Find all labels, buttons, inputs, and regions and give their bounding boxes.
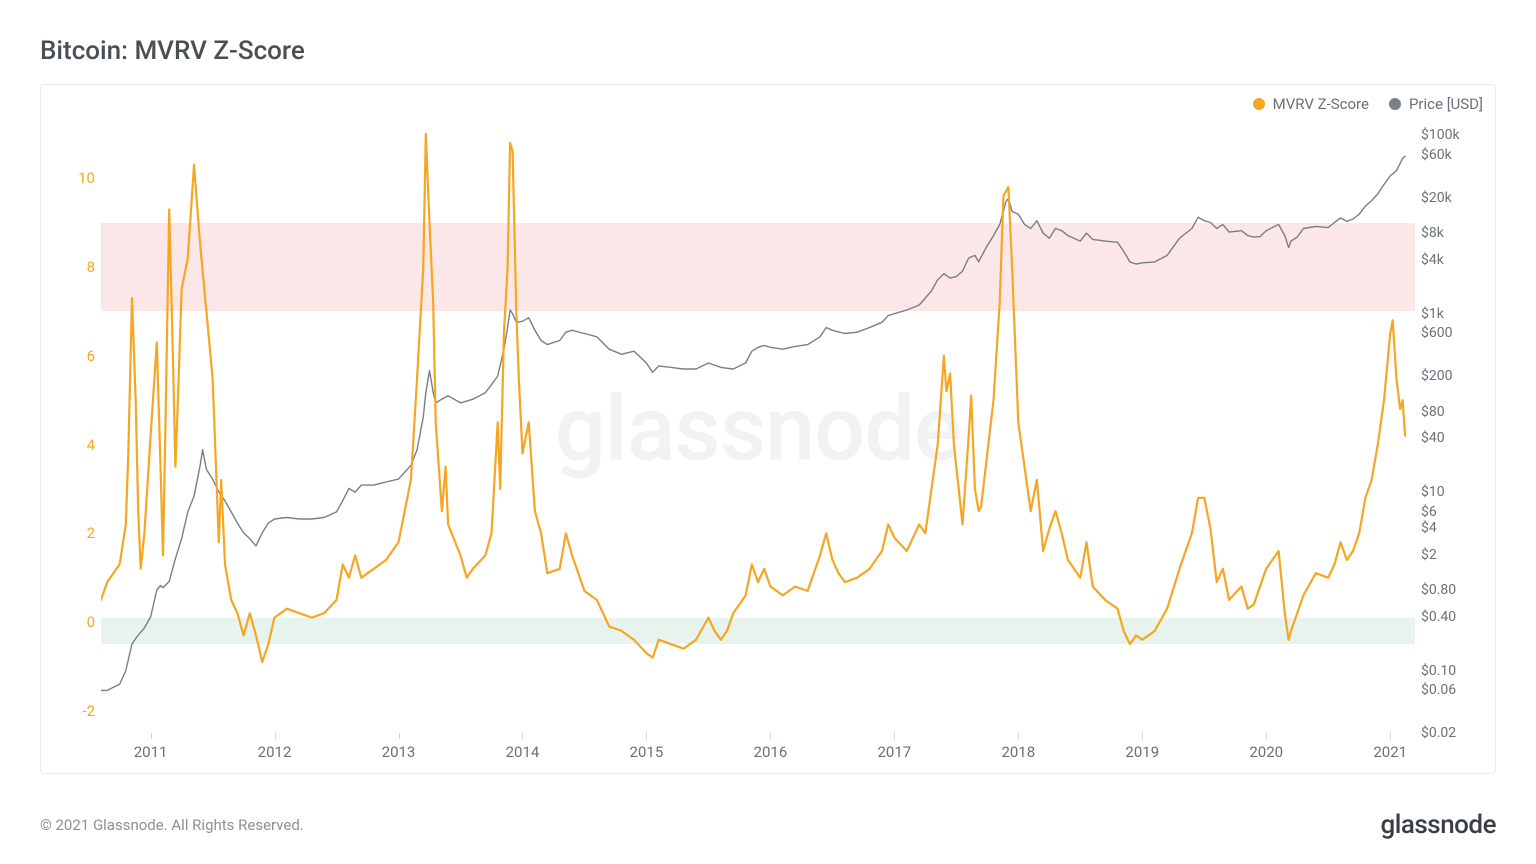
y-right-tick-label: $0.06: [1421, 682, 1489, 698]
chart-title: Bitcoin: MVRV Z-Score: [40, 36, 1496, 66]
y-right-tick-label: $40: [1421, 430, 1489, 446]
y-left-tick-label: -2: [55, 702, 95, 720]
y-right-tick-label: $0.10: [1421, 663, 1489, 679]
legend-label-price: Price [USD]: [1409, 95, 1483, 113]
x-tick-label: 2021: [1373, 743, 1407, 761]
x-tick-label: 2020: [1249, 743, 1283, 761]
x-tick-label: 2015: [630, 743, 664, 761]
y-right-tick-label: $20k: [1421, 190, 1489, 206]
x-tick-label: 2017: [877, 743, 911, 761]
legend-label-mvrv: MVRV Z-Score: [1273, 95, 1369, 113]
x-tick-label: 2016: [754, 743, 788, 761]
y-left-tick-label: 4: [55, 436, 95, 454]
y-right-tick-label: $6: [1421, 504, 1489, 520]
y-right-tick-label: $100k: [1421, 127, 1489, 143]
chart-container: MVRV Z-Score Price [USD] glassnode -2024…: [40, 84, 1496, 774]
x-tick-label: 2014: [506, 743, 540, 761]
x-tick-label: 2013: [382, 743, 416, 761]
x-tick-label: 2018: [1001, 743, 1035, 761]
brand-logo-text: glassnode: [1381, 810, 1496, 840]
y-right-tick-label: $0.80: [1421, 582, 1489, 598]
y-right-tick-label: $10: [1421, 484, 1489, 500]
y-left-tick-label: 8: [55, 258, 95, 276]
copyright-text: © 2021 Glassnode. All Rights Reserved.: [40, 816, 304, 834]
y-right-tick-label: $4: [1421, 520, 1489, 536]
y-left-tick-label: 0: [55, 613, 95, 631]
x-tick-label: 2012: [258, 743, 292, 761]
chart-legend: MVRV Z-Score Price [USD]: [1253, 95, 1483, 113]
legend-dot-mvrv: [1253, 98, 1265, 110]
y-left-tick-label: 2: [55, 524, 95, 542]
x-tick-label: 2019: [1125, 743, 1159, 761]
y-right-tick-label: $0.40: [1421, 609, 1489, 625]
y-right-tick-label: $200: [1421, 368, 1489, 384]
legend-item-mvrv: MVRV Z-Score: [1253, 95, 1369, 113]
y-right-tick-label: $600: [1421, 325, 1489, 341]
y-right-tick-label: $80: [1421, 404, 1489, 420]
y-right-tick-label: $0.02: [1421, 725, 1489, 741]
chart-plot-area: glassnode -20246810$0.02$0.06$0.10$0.40$…: [101, 125, 1415, 733]
y-right-tick-label: $8k: [1421, 225, 1489, 241]
y-right-tick-label: $1k: [1421, 306, 1489, 322]
x-tick-label: 2011: [134, 743, 168, 761]
y-left-tick-label: 10: [55, 169, 95, 187]
y-right-tick-label: $60k: [1421, 147, 1489, 163]
legend-dot-price: [1389, 98, 1401, 110]
y-left-tick-label: 6: [55, 347, 95, 365]
legend-item-price: Price [USD]: [1389, 95, 1483, 113]
y-right-tick-label: $4k: [1421, 252, 1489, 268]
y-right-tick-label: $2: [1421, 547, 1489, 563]
